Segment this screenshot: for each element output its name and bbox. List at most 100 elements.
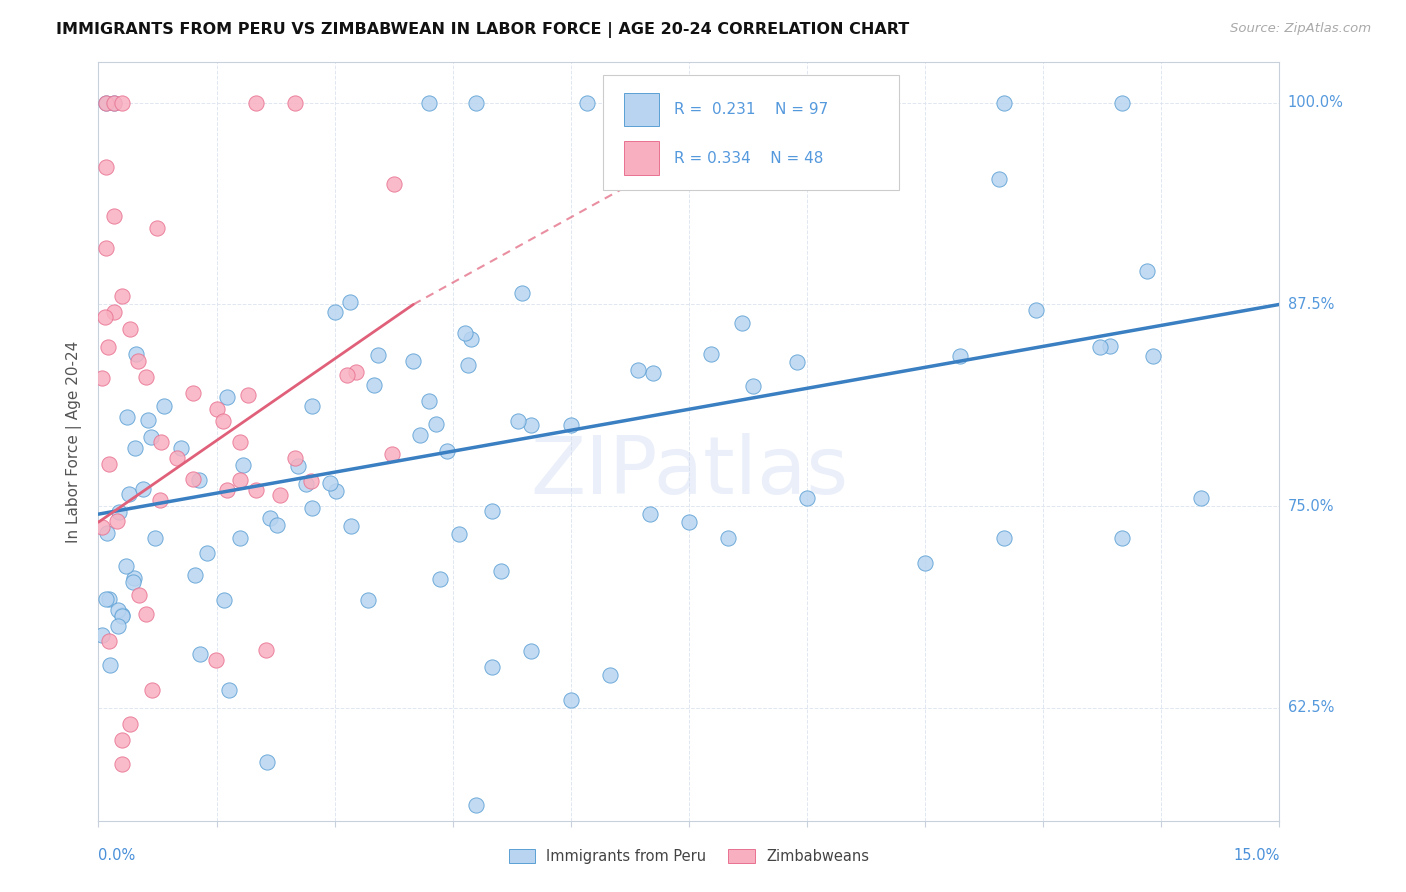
Point <box>91 371 114 385</box>
Point <box>115 558 138 573</box>
Point <box>299 474 322 488</box>
Point <box>229 434 252 449</box>
Point <box>118 487 141 501</box>
Point <box>103 95 125 110</box>
Point <box>245 483 267 497</box>
Text: 0.0%: 0.0% <box>98 848 135 863</box>
Point <box>96 161 118 175</box>
Point <box>124 347 146 361</box>
Point <box>336 368 359 382</box>
Point <box>212 592 235 607</box>
Point <box>1189 491 1212 505</box>
Point <box>1136 264 1159 278</box>
Point <box>449 526 471 541</box>
Point <box>599 668 621 682</box>
Text: 62.5%: 62.5% <box>1288 700 1334 715</box>
Point <box>91 628 114 642</box>
Point <box>284 95 307 110</box>
Point <box>107 619 129 633</box>
Point <box>115 409 138 424</box>
Point <box>127 354 149 368</box>
Point <box>742 379 765 393</box>
Point <box>96 95 118 110</box>
Point <box>796 491 818 505</box>
Point <box>229 531 252 545</box>
Point <box>700 347 723 361</box>
Point <box>232 458 254 473</box>
Text: IMMIGRANTS FROM PERU VS ZIMBABWEAN IN LABOR FORCE | AGE 20-24 CORRELATION CHART: IMMIGRANTS FROM PERU VS ZIMBABWEAN IN LA… <box>56 22 910 38</box>
Point <box>284 450 307 465</box>
Point <box>339 295 361 310</box>
Point <box>111 757 134 772</box>
Bar <box>624 93 659 127</box>
Point <box>1099 339 1122 353</box>
Point <box>103 305 125 319</box>
Point <box>145 532 167 546</box>
Point <box>96 241 118 255</box>
Point <box>236 388 259 402</box>
Point <box>344 365 367 379</box>
Point <box>465 95 488 110</box>
Point <box>1025 303 1047 318</box>
Point <box>188 647 211 661</box>
Point <box>184 568 207 582</box>
Point <box>993 95 1015 110</box>
Point <box>205 653 228 667</box>
Point <box>217 483 239 497</box>
Point <box>425 417 447 431</box>
Point <box>103 95 125 110</box>
Point <box>453 326 475 340</box>
Point <box>418 394 440 409</box>
Point <box>717 532 740 546</box>
Point <box>98 457 121 471</box>
Point <box>1142 349 1164 363</box>
Point <box>118 716 141 731</box>
Point <box>205 402 228 417</box>
Point <box>166 450 188 465</box>
Point <box>128 588 150 602</box>
Point <box>94 310 117 324</box>
Point <box>141 682 163 697</box>
Point <box>118 321 141 335</box>
Point <box>520 644 543 658</box>
Point <box>988 171 1011 186</box>
Point <box>111 733 134 747</box>
Point <box>122 571 145 585</box>
Point <box>357 592 380 607</box>
Point <box>96 525 118 540</box>
Point <box>218 683 240 698</box>
Point <box>197 546 219 560</box>
Point <box>520 418 543 433</box>
Point <box>105 514 128 528</box>
Point <box>560 692 582 706</box>
Point <box>993 532 1015 546</box>
FancyBboxPatch shape <box>603 75 900 190</box>
Text: 87.5%: 87.5% <box>1288 297 1334 312</box>
Point <box>97 591 120 606</box>
Point <box>107 603 129 617</box>
Point <box>382 177 405 191</box>
Point <box>259 511 281 525</box>
Point <box>170 441 193 455</box>
Point <box>91 519 114 533</box>
Point <box>149 493 172 508</box>
Point <box>295 476 318 491</box>
Point <box>98 658 121 673</box>
Point <box>731 316 754 330</box>
Text: R = 0.334    N = 48: R = 0.334 N = 48 <box>673 151 823 166</box>
Point <box>638 507 661 521</box>
Point <box>643 366 665 380</box>
Point <box>325 483 347 498</box>
Text: Source: ZipAtlas.com: Source: ZipAtlas.com <box>1230 22 1371 36</box>
Point <box>363 378 385 392</box>
Point <box>560 418 582 433</box>
Point <box>98 634 121 648</box>
Point <box>229 473 252 487</box>
Point <box>786 355 808 369</box>
Point <box>135 370 157 384</box>
Text: 100.0%: 100.0% <box>1288 95 1344 111</box>
Point <box>914 556 936 570</box>
Point <box>367 348 389 362</box>
Point <box>481 504 503 518</box>
Point <box>122 575 145 590</box>
